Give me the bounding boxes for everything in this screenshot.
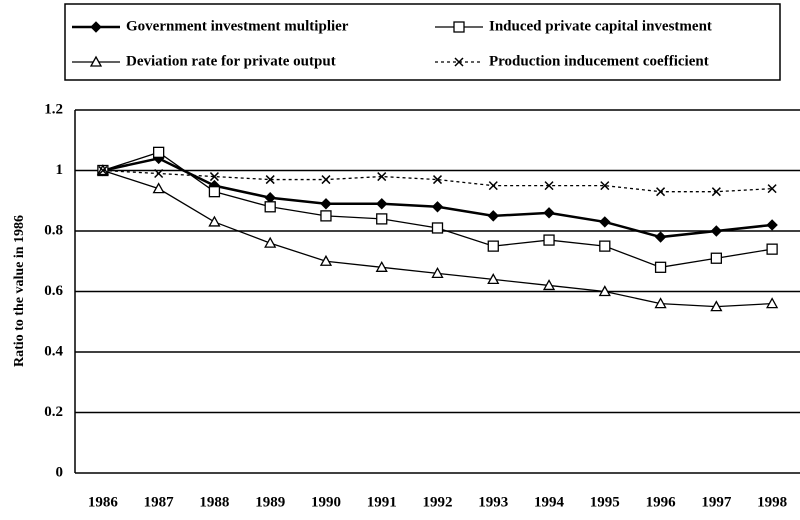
y-tick-label: 0.4	[44, 343, 63, 359]
marker	[544, 181, 554, 191]
marker	[766, 297, 779, 309]
legend-label: Government investment multiplier	[126, 18, 349, 34]
marker	[766, 243, 778, 255]
x-tick-label: 1991	[367, 494, 397, 510]
x-tick-label: 1994	[534, 494, 565, 510]
y-tick-label: 1	[56, 162, 64, 178]
y-tick-label: 0	[56, 464, 64, 480]
marker	[153, 146, 165, 159]
legend-box	[64, 3, 781, 81]
marker	[488, 181, 498, 191]
x-tick-label: 1988	[199, 494, 229, 510]
x-tick-label: 1989	[255, 494, 285, 510]
marker	[654, 297, 667, 309]
marker	[264, 201, 276, 213]
marker	[710, 225, 723, 237]
marker	[376, 198, 388, 210]
marker	[599, 216, 611, 228]
marker	[543, 234, 555, 246]
marker	[432, 175, 443, 185]
marker	[600, 181, 610, 191]
legend-label: Induced private capital investment	[489, 18, 712, 34]
marker	[710, 300, 723, 312]
marker	[598, 285, 611, 297]
marker	[152, 182, 165, 194]
marker	[767, 184, 777, 194]
marker	[377, 172, 387, 182]
marker	[208, 186, 221, 198]
marker	[431, 201, 444, 213]
marker	[487, 210, 499, 222]
marker	[431, 267, 444, 278]
x-tick-label: 1996	[646, 494, 677, 510]
x-tick-label: 1995	[590, 494, 620, 510]
marker	[154, 168, 164, 179]
y-tick-label: 0.6	[44, 283, 63, 299]
legend-marker	[454, 57, 464, 67]
marker	[264, 236, 277, 248]
marker	[209, 172, 219, 182]
marker	[98, 165, 108, 176]
marker	[208, 215, 221, 227]
marker	[656, 187, 666, 197]
marker	[654, 231, 667, 243]
marker	[654, 261, 667, 273]
legend-marker	[90, 21, 102, 33]
x-tick-label: 1990	[311, 494, 341, 510]
marker	[766, 219, 778, 231]
marker	[376, 213, 388, 225]
marker	[265, 175, 275, 185]
legend-marker	[453, 21, 465, 33]
x-tick-label: 1997	[701, 494, 732, 510]
x-tick-label: 1998	[757, 494, 787, 510]
legend-label: Deviation rate for private output	[126, 53, 336, 69]
y-axis-label: Ratio to the value in 1986	[12, 215, 27, 367]
x-tick-label: 1986	[88, 494, 119, 510]
x-tick-label: 1987	[144, 494, 175, 510]
marker	[487, 273, 500, 285]
legend-label: Production inducement coefficient	[489, 53, 709, 69]
marker	[711, 187, 721, 197]
legend-marker	[89, 55, 103, 67]
marker	[710, 252, 722, 264]
marker	[320, 210, 332, 222]
marker	[319, 254, 333, 266]
marker	[599, 240, 611, 252]
x-tick-label: 1992	[423, 494, 453, 510]
y-tick-label: 0.2	[44, 404, 63, 420]
marker	[375, 260, 388, 272]
marker	[487, 240, 499, 252]
y-tick-label: 1.2	[44, 101, 63, 117]
marker	[320, 198, 332, 210]
marker	[321, 175, 331, 185]
x-tick-label: 1993	[478, 494, 508, 510]
marker	[542, 279, 556, 291]
series-line	[102, 169, 773, 308]
marker	[543, 207, 555, 219]
marker	[431, 222, 444, 234]
y-tick-label: 0.8	[44, 222, 63, 238]
